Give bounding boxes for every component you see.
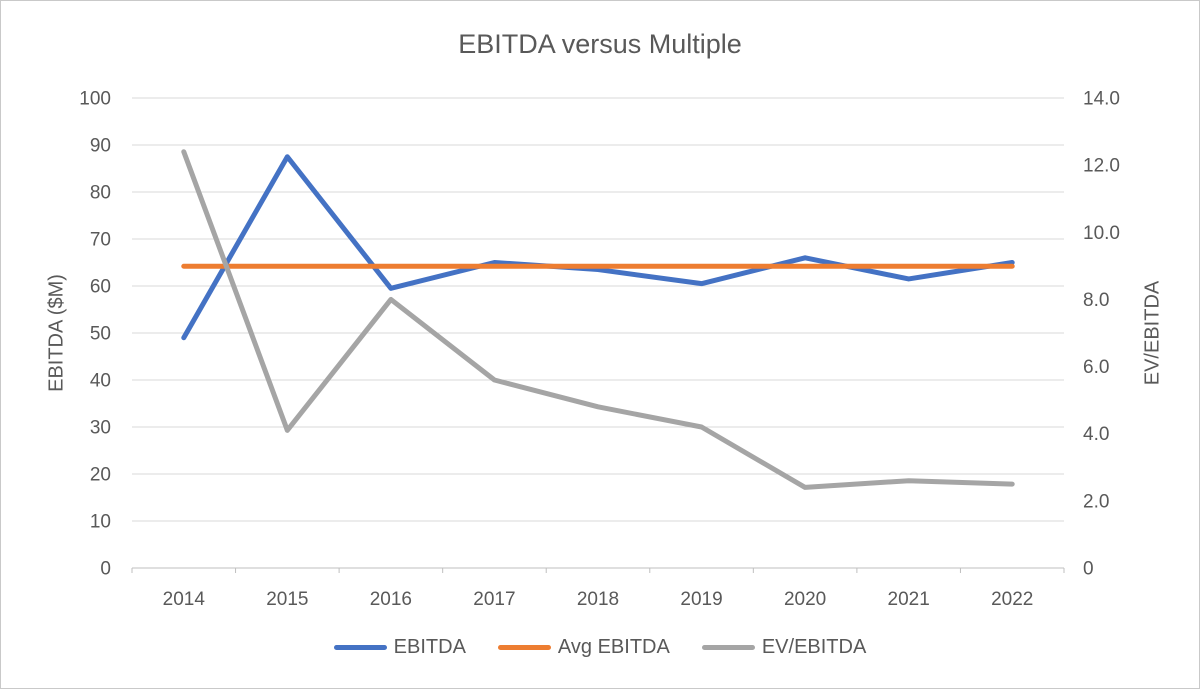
left-axis-tick-label: 80 (90, 183, 111, 204)
left-axis-tick-label: 30 (90, 418, 111, 439)
right-axis-tick-label: 6.0 (1083, 357, 1109, 378)
legend-swatch (333, 645, 387, 650)
chart-title: EBITDA versus Multiple (458, 29, 742, 59)
left-axis-tick-label: 70 (90, 230, 111, 251)
left-axis-tick-label: 50 (90, 324, 111, 345)
left-axis-tick-label: 20 (90, 465, 111, 486)
legend: EBITDA Avg EBITDA EV/EBITDA (1, 636, 1199, 659)
right-axis-tick-label: 0 (1083, 559, 1094, 580)
left-axis-tick-label: 60 (90, 277, 111, 298)
left-axis-tick-label: 100 (79, 89, 111, 110)
legend-item-ev-ebitda: EV/EBITDA (701, 636, 867, 659)
right-axis-tick-label: 10.0 (1083, 223, 1120, 244)
left-axis-tick-label: 40 (90, 371, 111, 392)
x-axis-tick-label: 2022 (991, 589, 1033, 610)
x-axis-tick-label: 2021 (888, 589, 930, 610)
legend-swatch (497, 645, 551, 650)
right-axis-tick-label: 2.0 (1083, 491, 1109, 512)
left-axis-tick-label: 90 (90, 136, 111, 157)
left-axis-tick-label: 0 (100, 559, 111, 580)
legend-item-ebitda: EBITDA (333, 636, 466, 659)
x-axis-tick-label: 2014 (163, 589, 206, 610)
x-axis-tick-label: 2016 (370, 589, 412, 610)
legend-label: EV/EBITDA (761, 636, 867, 658)
x-axis-tick-label: 2017 (473, 589, 515, 610)
x-axis-tick-label: 2020 (784, 589, 826, 610)
series-line-ebitda (181, 154, 1015, 341)
series-line-ev-ebitda (181, 149, 1015, 490)
right-axis-tick-label: 14.0 (1083, 89, 1120, 110)
legend-item-avg-ebitda: Avg EBITDA (497, 636, 670, 659)
legend-swatch (701, 645, 755, 650)
x-axis-tick-label: 2018 (577, 589, 619, 610)
x-axis-tick-label: 2019 (680, 589, 722, 610)
legend-label: Avg EBITDA (557, 636, 670, 658)
right-axis-tick-label: 12.0 (1083, 156, 1120, 177)
right-axis-tick-label: 8.0 (1083, 290, 1109, 311)
legend-label: EBITDA (393, 636, 466, 658)
left-axis-tick-label: 10 (90, 512, 111, 533)
right-axis-tick-label: 4.0 (1083, 424, 1109, 445)
x-axis-tick-label: 2015 (266, 589, 308, 610)
